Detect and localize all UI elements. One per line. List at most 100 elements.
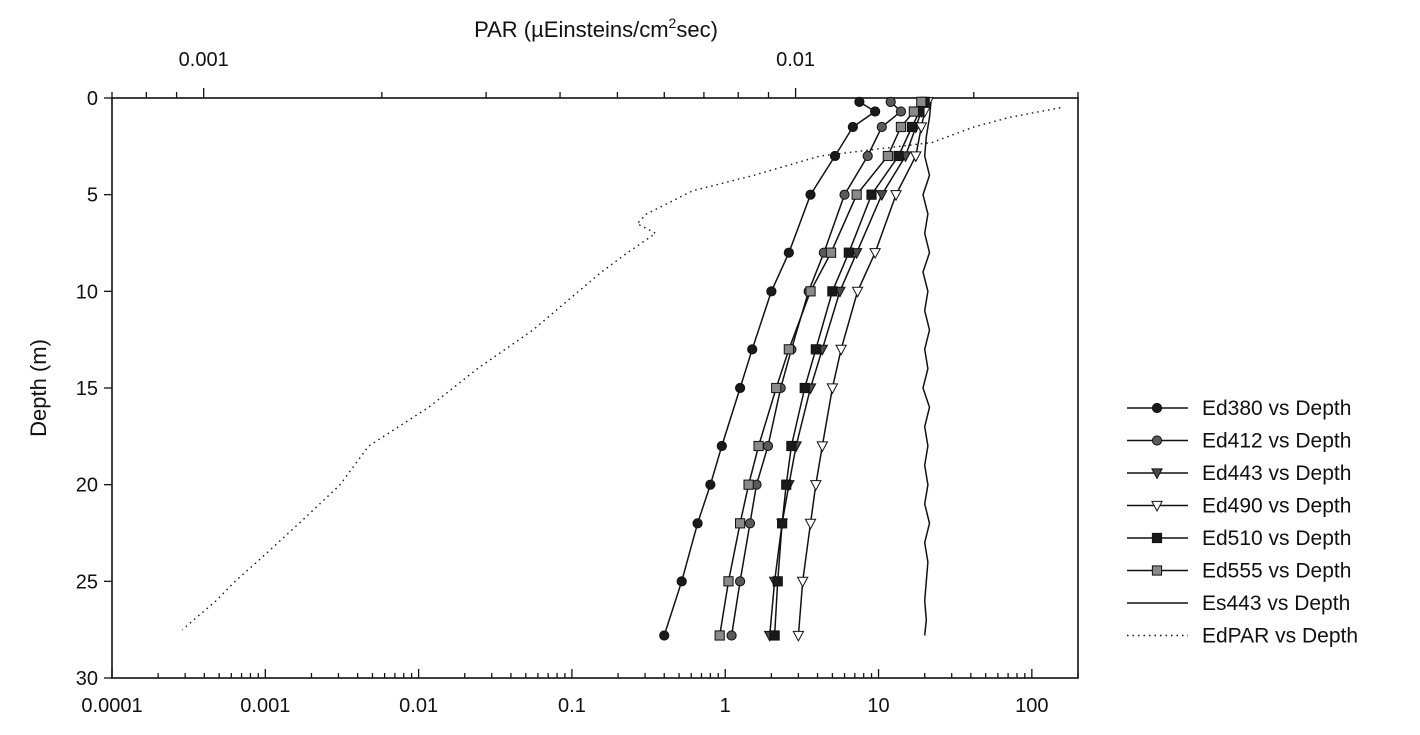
series-ed490-vs-depth [792,97,934,642]
legend-item: Ed510 vs Depth [1127,527,1351,550]
data-point [854,96,865,107]
legend-item: Ed380 vs Depth [1127,397,1351,420]
legend-item: Ed443 vs Depth [1127,462,1351,485]
data-point [895,106,907,117]
data-point [850,248,863,260]
top-tick-label: 0.001 [179,49,229,71]
legend-label: Ed555 vs Depth [1202,560,1351,583]
legend-item: Ed412 vs Depth [1127,430,1351,453]
legend-marker [1151,468,1163,480]
series-line [768,101,926,636]
data-point [839,189,850,200]
legend: Ed380 vs Depth Ed412 vs Depth Ed443 vs Dep… [1127,397,1358,648]
legend-item: Ed490 vs Depth [1127,495,1351,518]
legend-label: Ed412 vs Depth [1202,430,1351,453]
data-point [783,344,794,355]
y-tick-label: 0 [87,88,98,110]
data-point [893,150,904,162]
data-point [916,96,927,107]
data-point [796,576,809,588]
series-line [663,101,877,636]
bottom-tick-label: 0.1 [558,695,586,717]
data-point [692,518,703,529]
series-ed380-vs-depth [659,96,881,641]
bottom-axis: 0.0001 0.001 0.01 0.1 1 10 100 [81,669,1079,717]
data-point [726,630,737,641]
data-point [766,286,777,297]
y-tick-label: 10 [76,281,98,303]
data-point [772,576,783,587]
data-point [890,190,902,202]
y-tick-label: 15 [76,378,98,400]
y-tick-label: 5 [87,185,98,207]
legend-marker [1151,435,1163,446]
series-line [922,101,932,636]
data-point [843,247,854,258]
bottom-tick-label: 1 [720,695,731,717]
data-point [895,121,907,133]
legend-marker [1151,402,1163,414]
data-point [866,189,877,200]
data-point [909,151,922,163]
legend-label: Ed490 vs Depth [1202,495,1351,518]
plot-frame [111,97,1079,679]
top-axis: PAR (µEinsteins/cm2sec) 0.001 0.01 [111,15,1079,98]
data-point [716,440,727,452]
data-point [810,344,821,355]
data-point [908,106,919,117]
legend-item: Es443 vs Depth [1127,592,1350,615]
series-ed443-vs-depth [763,97,931,642]
series-line [718,101,922,636]
data-point [786,440,797,452]
legend-label: Ed510 vs Depth [1202,527,1351,550]
data-point [659,630,670,641]
data-point [847,121,858,133]
data-point [915,122,928,134]
legend-marker [1151,500,1163,512]
data-point [762,440,774,452]
legend-label: Ed443 vs Depth [1202,462,1351,485]
data-point [870,106,881,117]
data-point [826,383,839,395]
legend-marker [1151,565,1163,576]
data-point [781,479,792,490]
legend-marker [1151,532,1163,544]
series-layer [181,96,1061,642]
data-point [804,518,817,530]
data-point [783,247,794,258]
data-point [705,479,716,490]
top-tick-label: 0.01 [776,49,815,71]
bottom-tick-label: 0.001 [240,695,290,717]
y-axis-title: Depth (m) [26,339,51,437]
data-point [753,440,764,452]
data-point [805,189,816,200]
series-es443-vs-depth [922,101,932,636]
bottom-tick-label: 0.0001 [81,695,142,717]
data-point [809,480,822,492]
data-point [835,344,848,356]
left-axis: Depth (m) 0 5 10 15 20 25 30 [26,88,112,690]
data-point [799,382,810,394]
data-point [734,518,746,529]
data-point [805,286,816,297]
y-tick-label: 20 [76,475,98,497]
data-point [851,189,862,200]
data-point [792,630,805,642]
data-point [862,150,873,162]
legend-item: EdPAR vs Depth [1127,625,1358,648]
series-line [797,101,929,636]
data-point [829,150,841,162]
bottom-tick-label: 0.01 [399,695,438,717]
data-point [676,576,687,587]
data-point [816,441,829,453]
legend-label: Es443 vs Depth [1202,592,1350,615]
data-point [851,286,864,298]
data-point [771,382,782,394]
data-point [875,190,888,202]
data-point [825,247,837,258]
data-point [743,479,754,490]
legend-label: Ed380 vs Depth [1202,397,1351,420]
data-point [827,286,838,297]
bottom-tick-label: 100 [1015,695,1048,717]
data-point [876,121,887,133]
